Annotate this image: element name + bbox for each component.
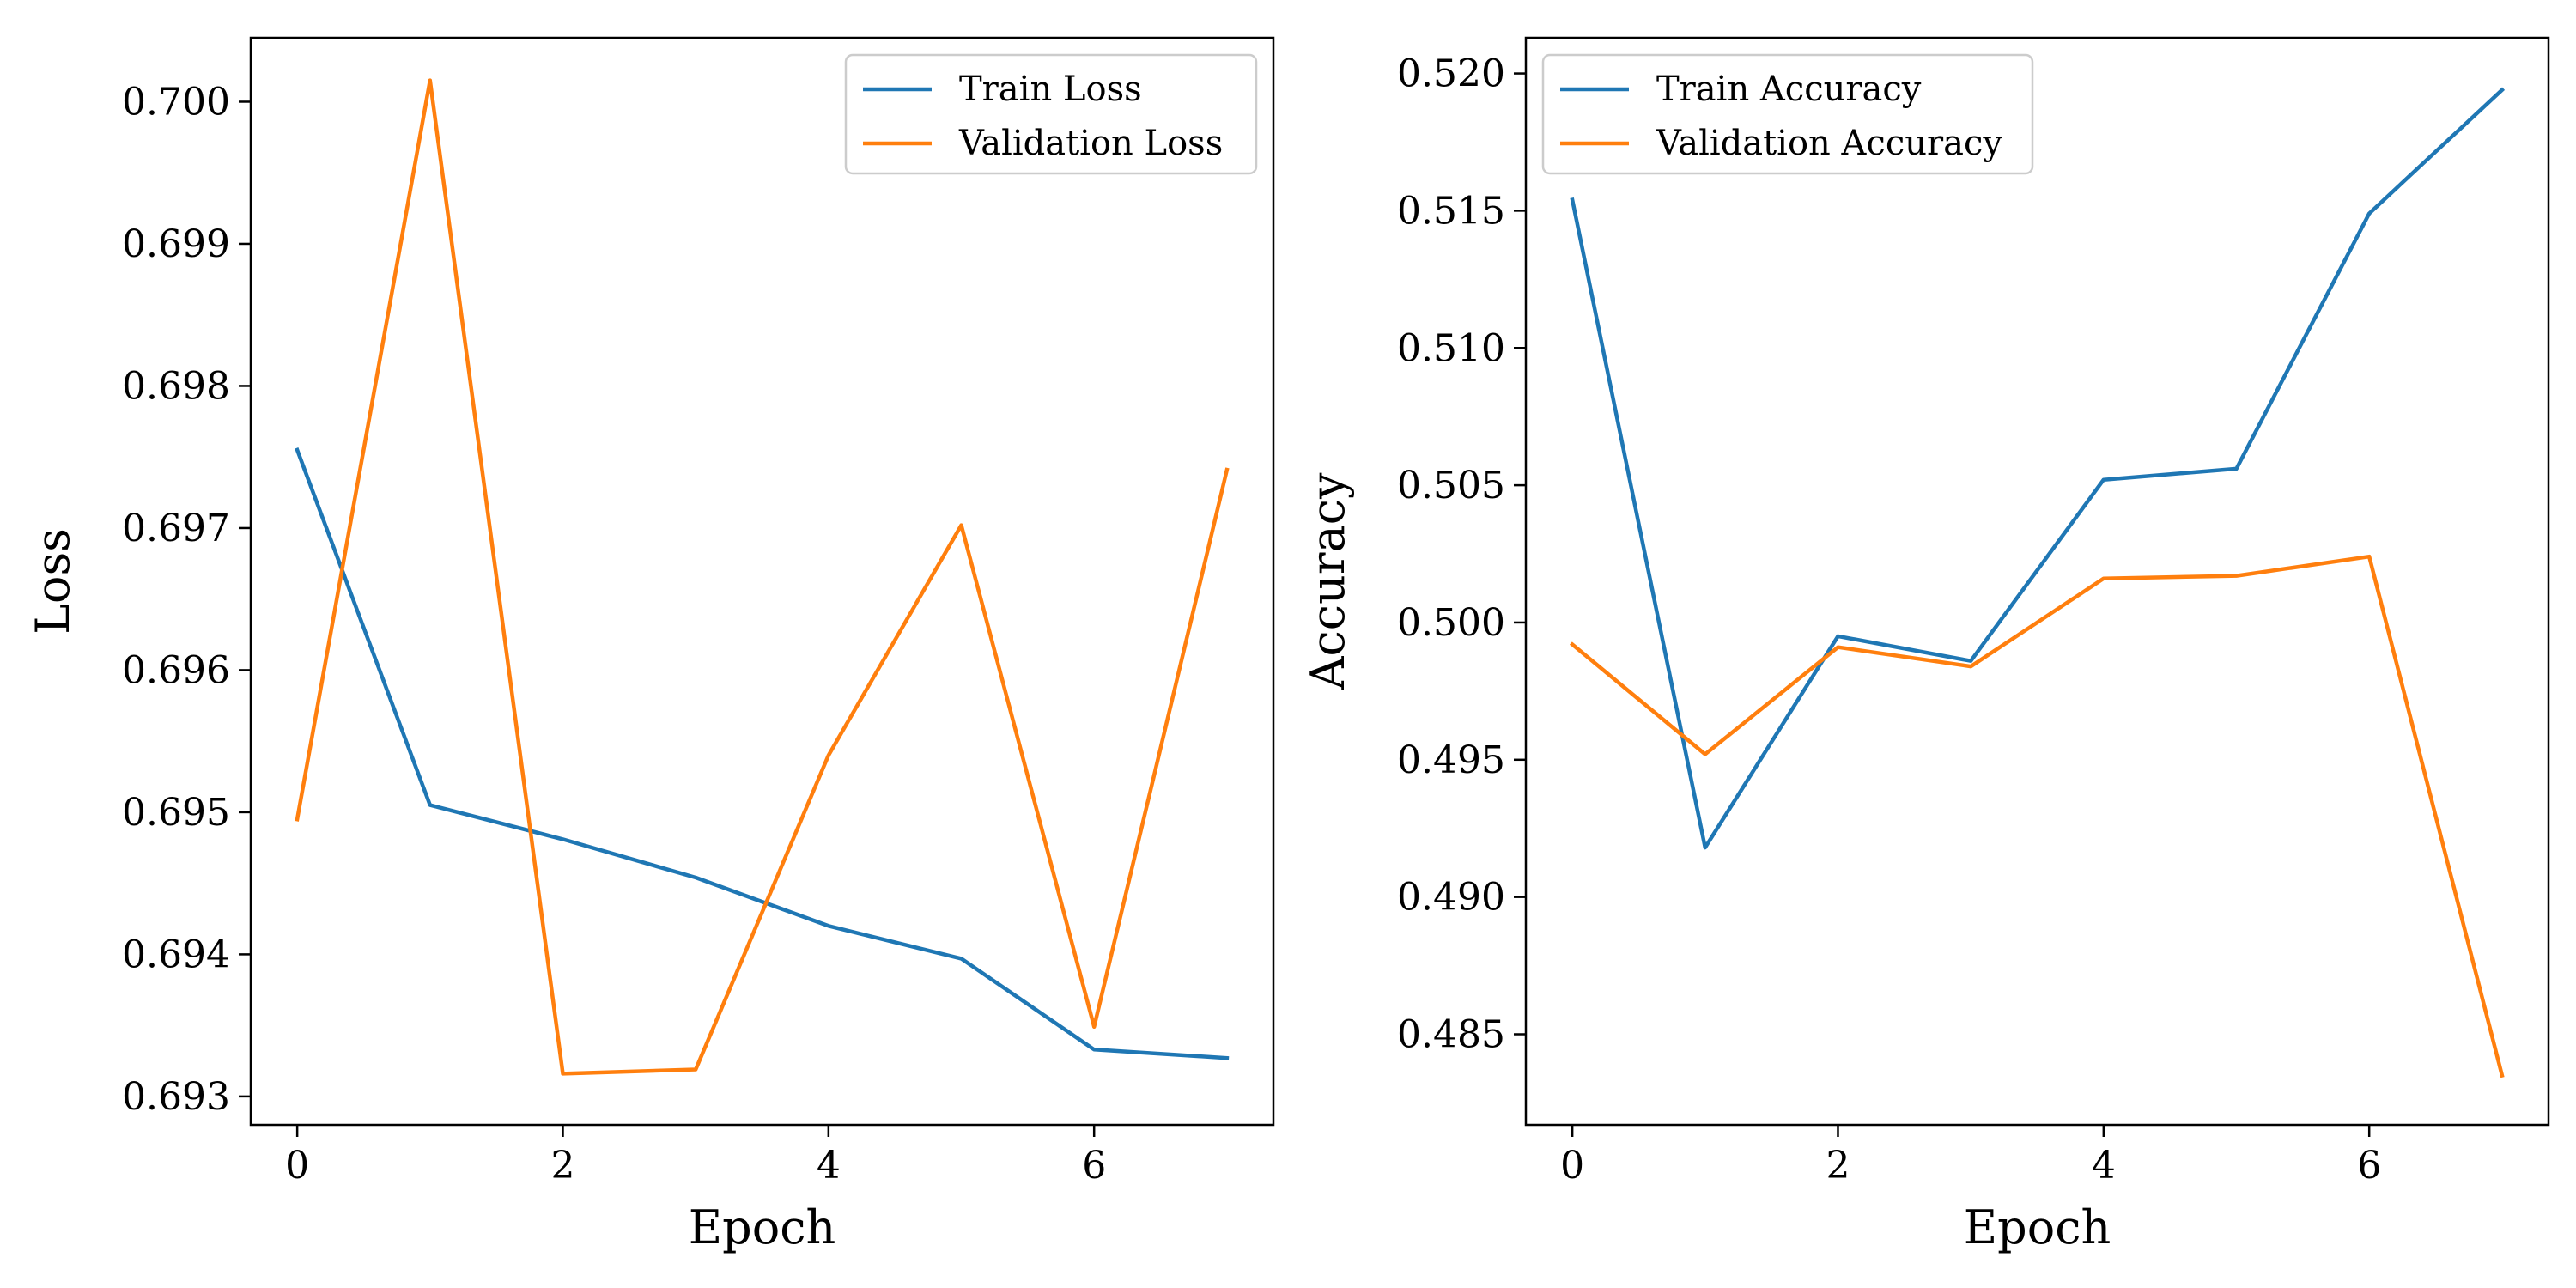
x-tick-label: 6 [2357,1144,2381,1188]
legend-label-1: Train Accuracy [1656,70,1922,109]
chart-panel-2: 0 2 4 6 0.485 0.490 0.495 0.500 0.505 0.510 0.515 0… [1301,36,2550,1255]
y-tick-label: 0.693 [122,1075,230,1119]
y-axis-title: Loss [26,528,80,635]
y-tick-label: 0.505 [1397,464,1505,507]
x-tick-label: 2 [1826,1144,1850,1188]
series-line-2 [1569,554,2505,1078]
x-axis-title: Epoch [1964,1200,2111,1255]
y-tick-label: 0.495 [1397,738,1505,782]
x-tick-label: 4 [2092,1144,2116,1188]
y-tick-label: 0.515 [1397,189,1505,233]
y-tick-label: 0.485 [1397,1013,1505,1057]
plot-frame [1524,36,2550,1127]
legend-label-2: Validation Accuracy [1656,124,2002,163]
y-tick-label: 0.695 [122,791,230,835]
plot-area [1526,38,2549,1125]
plot-area [251,38,1273,1125]
y-tick-label: 0.490 [1397,876,1505,920]
x-tick-label: 6 [1082,1144,1106,1188]
legend-label-2: Validation Loss [958,124,1223,163]
legend-label-1: Train Loss [959,70,1142,109]
plot-frame [249,36,1275,1127]
chart-panel-1: 0 2 4 6 0.693 0.694 0.695 0.696 0.697 0.698 0.699 0… [26,36,1275,1255]
legend-box [1541,53,2034,175]
legend: Train Loss Validation Loss [844,53,1258,175]
series-line-1 [1570,87,2506,850]
legend: Train Accuracy Validation Accuracy [1541,53,2034,175]
y-tick-label: 0.699 [122,222,230,266]
y-axis-title: Accuracy [1301,472,1355,691]
y-tick-label: 0.500 [1397,601,1505,645]
y-tick-label: 0.694 [122,933,230,976]
x-tick-label: 0 [285,1144,309,1188]
legend-box [844,53,1258,175]
y-tick-label: 0.698 [122,364,230,408]
x-tick-label: 2 [550,1144,574,1188]
x-tick-label: 4 [817,1144,841,1188]
series-line-1 [295,447,1230,1060]
y-tick-label: 0.700 [122,80,230,124]
y-tick-label: 0.696 [122,648,230,692]
y-tick-label: 0.520 [1397,52,1505,96]
y-tick-label: 0.510 [1397,326,1505,370]
x-axis-title: Epoch [689,1200,836,1255]
series-line-2 [295,78,1230,1076]
x-tick-label: 0 [1560,1144,1584,1188]
y-tick-label: 0.697 [122,507,230,550]
